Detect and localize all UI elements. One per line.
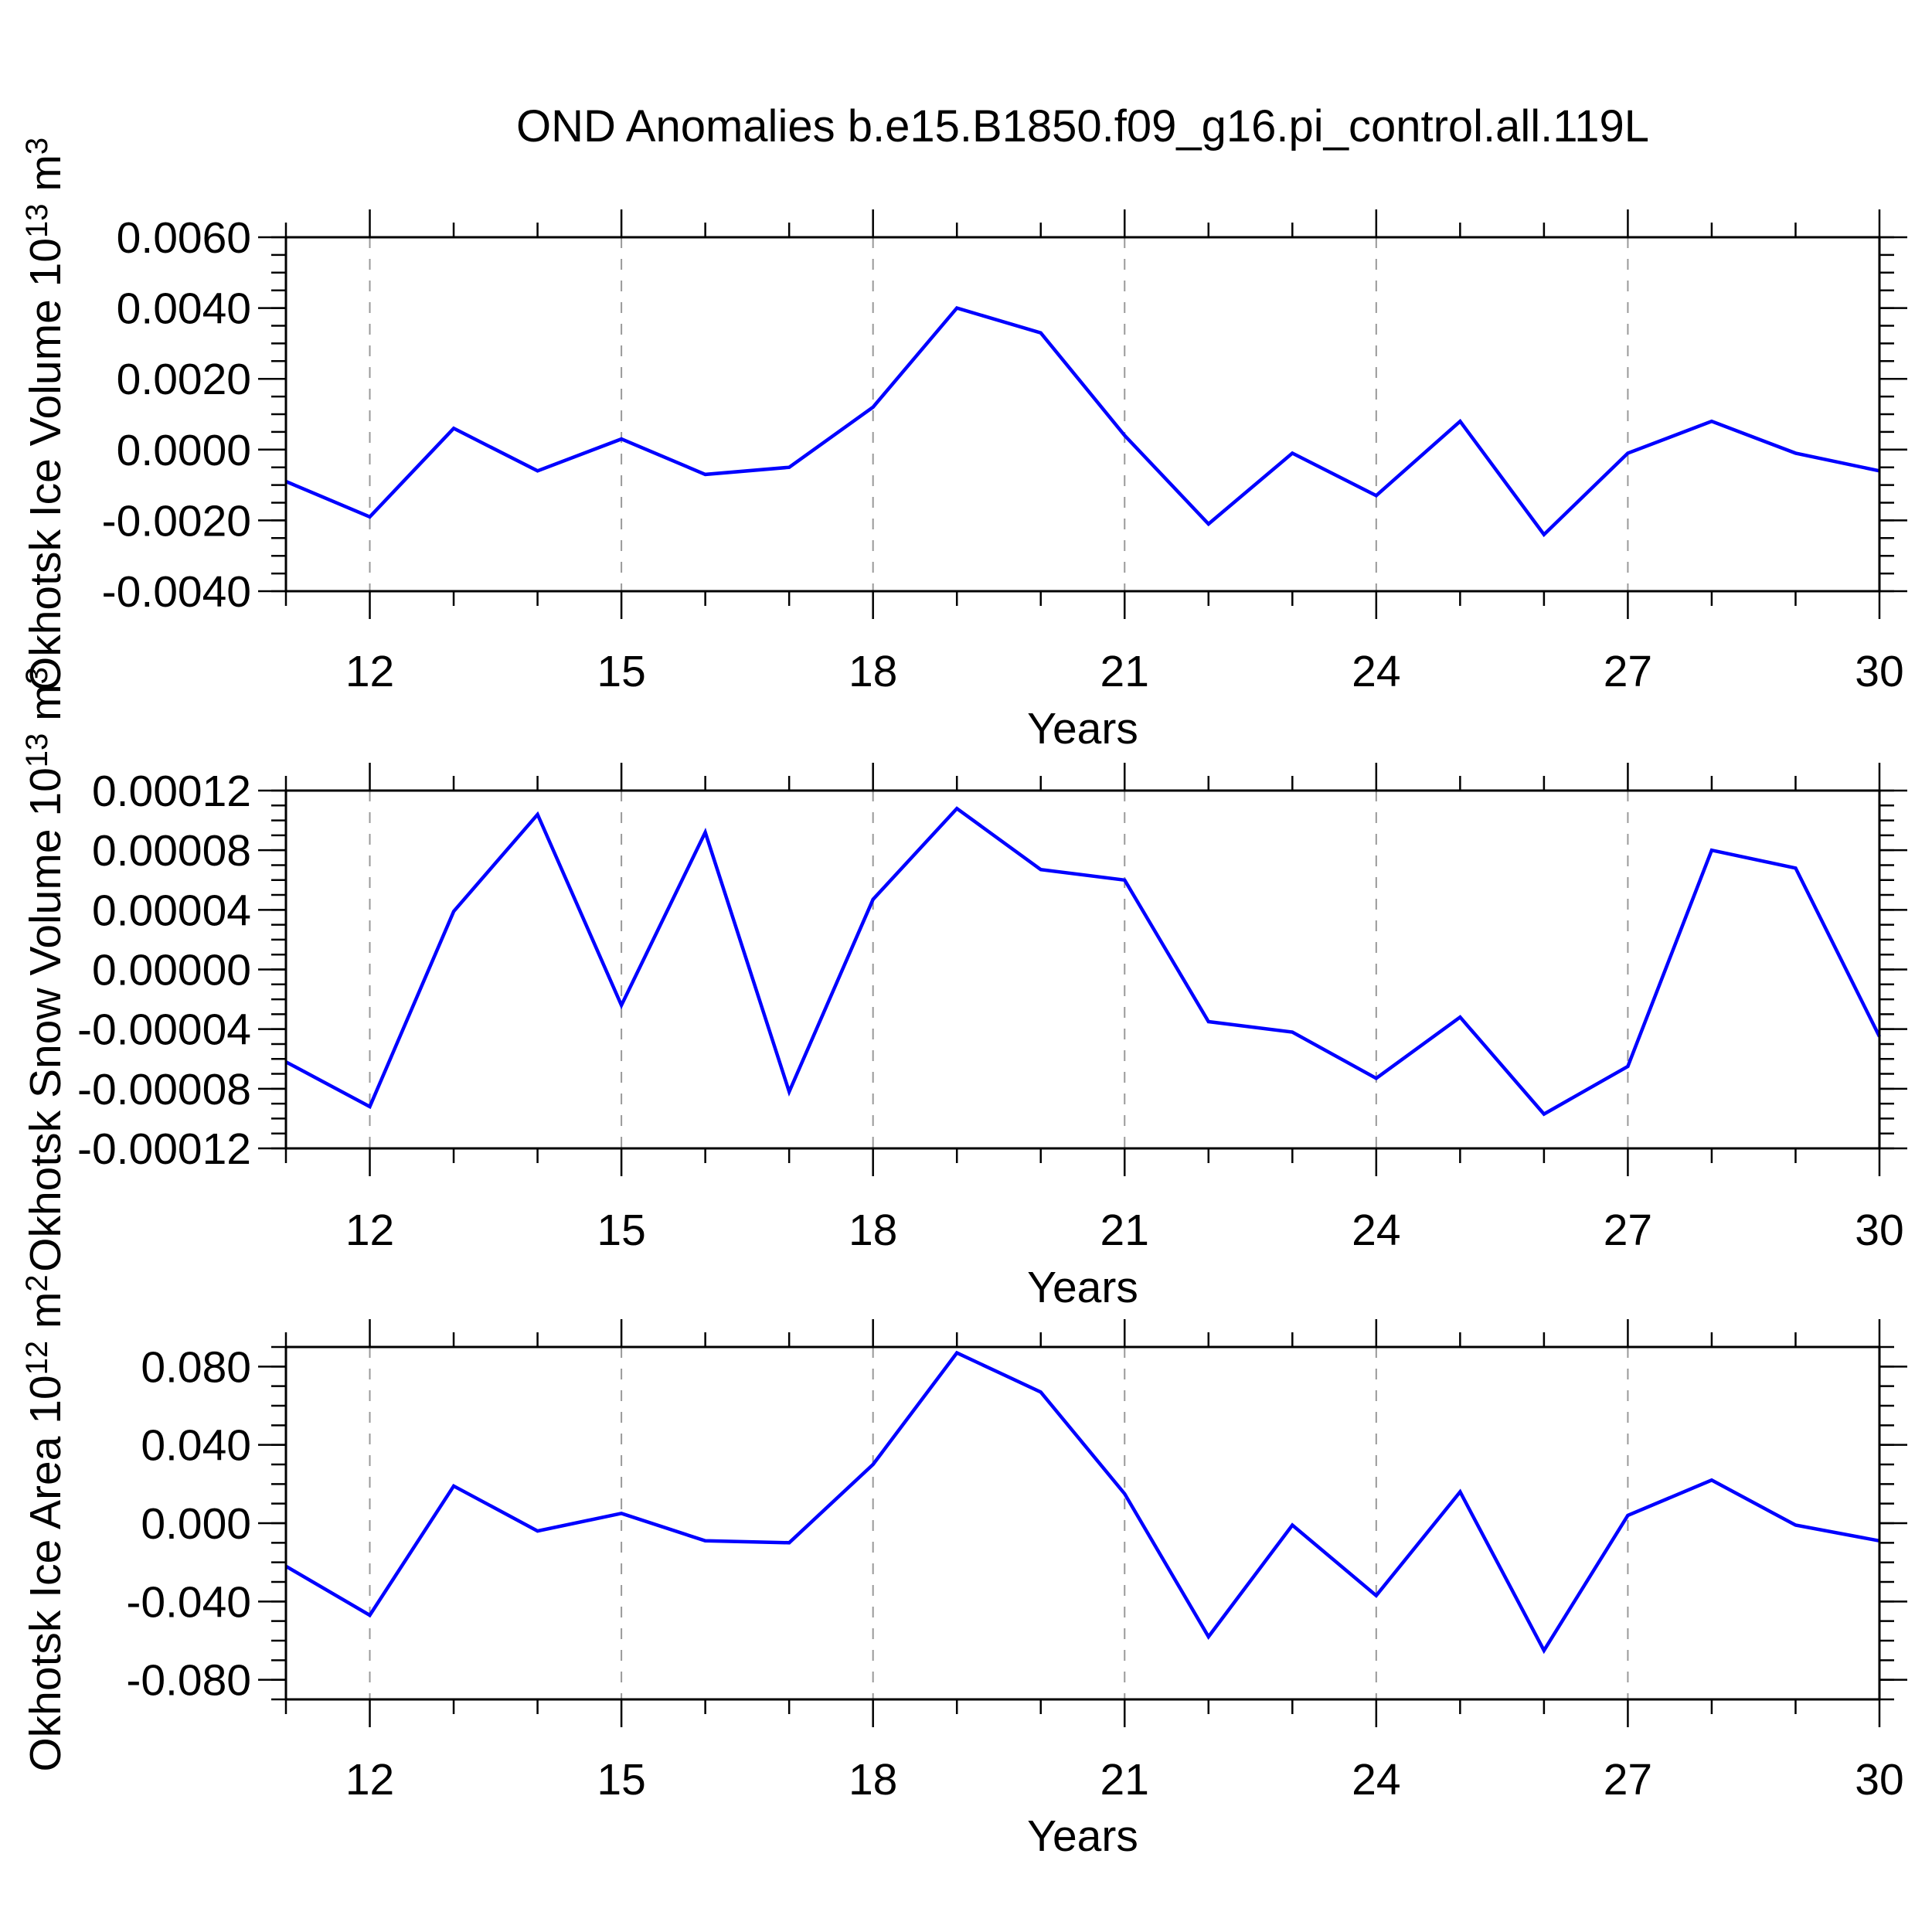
y-axis-title-superscript: 3 xyxy=(20,667,54,684)
y-axis-title-superscript: 2 xyxy=(20,1274,54,1291)
x-tick-label: 30 xyxy=(1855,647,1903,696)
x-tick-label: 15 xyxy=(597,1755,645,1804)
y-tick-label: 0.040 xyxy=(141,1421,251,1471)
y-tick-label: 0.000 xyxy=(141,1499,251,1549)
x-tick-label: 27 xyxy=(1604,1755,1652,1804)
x-tick-label: 12 xyxy=(345,1206,394,1255)
x-tick-label: 18 xyxy=(849,1755,897,1804)
y-tick-label: 0.0060 xyxy=(117,213,251,263)
panel-okhotsk-snow-volume: 0.00012 0.00008 0.00004 0.00000 -0.00004 -0.0… xyxy=(20,667,1907,1312)
x-tick-label: 15 xyxy=(597,647,645,696)
x-tick-label: 27 xyxy=(1604,647,1652,696)
y-tick-label: -0.00008 xyxy=(77,1065,251,1114)
x-axis-title: Years xyxy=(1027,704,1138,753)
y-axis-title: Okhotsk Ice Area 1012 m2 xyxy=(20,1274,70,1771)
y-axis-title-superscript: 13 xyxy=(20,733,54,768)
data-line-okhotsk-ice-area xyxy=(284,1350,1880,1655)
data-line-okhotsk-snow-volume xyxy=(284,806,1882,1117)
y-tick-label: -0.0040 xyxy=(102,567,251,617)
y-axis-title: Okhotsk Ice Volume 1013 m3 xyxy=(20,138,70,691)
y-tick-label: 0.00012 xyxy=(92,767,251,816)
x-tick-label: 12 xyxy=(345,1755,394,1804)
y-axis-title-text: m xyxy=(21,155,70,203)
y-tick-label: -0.040 xyxy=(126,1577,251,1627)
x-tick-label: 24 xyxy=(1352,647,1400,696)
y-axis-title-text: Okhotsk Ice Area 10 xyxy=(21,1375,70,1771)
x-tick-label: 18 xyxy=(849,1206,897,1255)
y-axis-title: Okhotsk Snow Volume 1013 m3 xyxy=(20,667,70,1272)
y-tick-label: -0.080 xyxy=(126,1656,251,1706)
x-tick-label: 27 xyxy=(1604,1206,1652,1255)
x-tick-label: 30 xyxy=(1855,1206,1903,1255)
y-tick-label: -0.00004 xyxy=(77,1005,251,1055)
x-tick-label: 21 xyxy=(1100,647,1149,696)
y-axis-title-text: m xyxy=(21,1292,70,1341)
panel-okhotsk-ice-area: 0.080 0.040 0.000 -0.040 -0.080 12 15 18 21 24 27 3… xyxy=(20,1274,1907,1861)
y-tick-label: 0.00004 xyxy=(92,886,251,935)
y-axis-title-text: m xyxy=(21,684,70,733)
panel-okhotsk-ice-volume: 0.0060 0.0040 0.0020 0.0000 -0.0020 -0.0040 12… xyxy=(20,138,1907,753)
y-axis-title-superscript: 3 xyxy=(20,138,54,155)
x-tick-label: 12 xyxy=(345,647,394,696)
plot-frame xyxy=(284,1345,1881,1701)
y-tick-label: -0.00012 xyxy=(77,1124,251,1174)
y-tick-label: 0.080 xyxy=(141,1342,251,1392)
x-axis-title: Years xyxy=(1027,1263,1138,1312)
x-tick-label: 21 xyxy=(1100,1755,1149,1804)
chart-title: OND Anomalies b.e15.B1850.f09_g16.pi_con… xyxy=(516,101,1649,151)
x-tick-label: 18 xyxy=(849,647,897,696)
y-axis-title-text: Okhotsk Ice Volume 10 xyxy=(21,238,70,691)
y-tick-label: 0.0020 xyxy=(117,355,251,404)
x-tick-label: 24 xyxy=(1352,1755,1400,1804)
y-tick-label: 0.0040 xyxy=(117,284,251,334)
plot-frame xyxy=(284,236,1881,593)
y-tick-label: -0.0020 xyxy=(102,496,251,546)
x-tick-label: 21 xyxy=(1100,1206,1149,1255)
x-tick-label: 30 xyxy=(1855,1755,1903,1804)
x-tick-label: 24 xyxy=(1352,1206,1400,1255)
plot-frame xyxy=(284,789,1881,1150)
y-tick-label: 0.00008 xyxy=(92,826,251,876)
y-tick-label: 0.0000 xyxy=(117,426,251,475)
x-axis-title: Years xyxy=(1027,1811,1138,1861)
y-tick-label: 0.00000 xyxy=(92,946,251,995)
y-axis-title-superscript: 13 xyxy=(20,203,54,238)
data-line-okhotsk-ice-volume xyxy=(285,306,1880,538)
y-axis-title-superscript: 12 xyxy=(20,1341,54,1376)
y-axis-title-text: Okhotsk Snow Volume 10 xyxy=(21,767,70,1272)
x-tick-label: 15 xyxy=(597,1206,645,1255)
